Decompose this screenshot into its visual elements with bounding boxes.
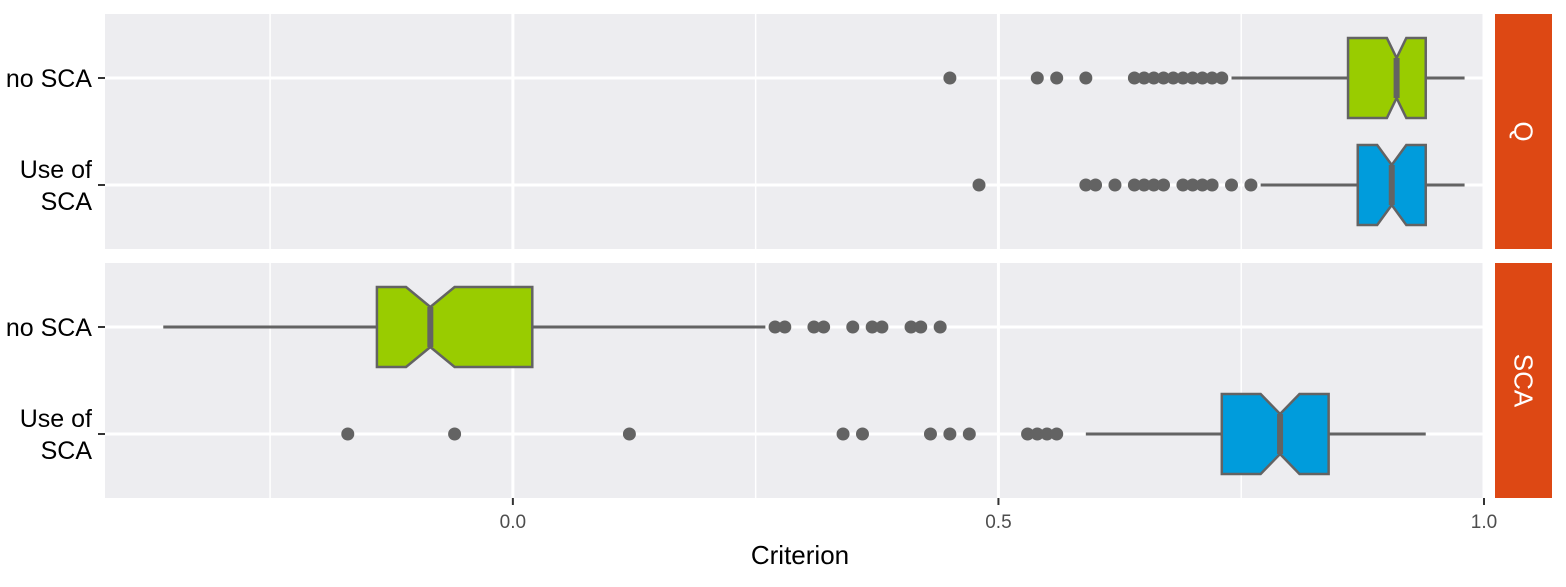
y-tick-label: Use of SCA — [20, 156, 93, 216]
outlier-point — [1127, 178, 1141, 192]
outlier-point — [904, 320, 918, 334]
outlier-point — [846, 320, 860, 334]
outlier-point — [1186, 178, 1200, 192]
outlier-point — [943, 427, 957, 441]
outlier-point — [1108, 178, 1122, 192]
outlier-point — [933, 320, 947, 334]
panel-background — [105, 263, 1484, 498]
outlier-point — [1157, 178, 1171, 192]
outlier-point — [1050, 427, 1064, 441]
outlier-point — [1195, 178, 1209, 192]
box-no-sca: no SCA — [6, 285, 947, 369]
outlier-point — [807, 320, 821, 334]
x-axis: 0.0 0.5 1.0 — [500, 498, 1497, 533]
outlier-point — [972, 178, 986, 192]
outlier-point — [768, 320, 782, 334]
outlier-point — [1205, 71, 1219, 85]
facet-strip-label: SCA — [1509, 354, 1539, 408]
outlier-point — [1176, 178, 1190, 192]
outlier-point — [1079, 71, 1093, 85]
outlier-point — [1030, 71, 1044, 85]
outlier-point — [1225, 178, 1239, 192]
notched-box — [1220, 392, 1330, 476]
outlier-point — [1050, 71, 1064, 85]
outlier-point — [836, 427, 850, 441]
outlier-point — [1147, 71, 1161, 85]
notched-box — [375, 285, 534, 369]
panel-sca: SCA no SCA Use of SCA — [6, 263, 1552, 498]
outlier-point — [914, 320, 928, 334]
facet-strip-label: Q — [1509, 121, 1539, 141]
outlier-point — [1021, 427, 1035, 441]
outlier-point — [817, 320, 831, 334]
x-tick-label: 0.5 — [985, 512, 1011, 533]
y-tick-label: no SCA — [6, 314, 92, 342]
outlier-point — [1137, 178, 1151, 192]
outlier-point — [622, 427, 636, 441]
outlier-point — [943, 71, 957, 85]
outlier-point — [1137, 71, 1151, 85]
outlier-point — [448, 427, 462, 441]
outlier-point — [778, 320, 792, 334]
outlier-point — [855, 427, 869, 441]
outlier-point — [1079, 178, 1093, 192]
outlier-point — [1040, 427, 1054, 441]
panel-background — [105, 14, 1484, 249]
outlier-point — [1166, 71, 1180, 85]
outlier-point — [1215, 71, 1229, 85]
panels-layer: Qno SCA Use of SCA SCA no SCA Use of SCA — [6, 14, 1552, 498]
y-tick-label: no SCA — [6, 65, 92, 93]
box-use-of-sca: Use of SCA — [20, 392, 1426, 476]
outlier-point — [1176, 71, 1190, 85]
outlier-point — [1089, 178, 1103, 192]
outlier-point — [1244, 178, 1258, 192]
outlier-point — [1195, 71, 1209, 85]
outlier-point — [1205, 178, 1219, 192]
facet-strip — [1495, 14, 1552, 249]
x-axis-title: Criterion — [751, 540, 849, 570]
outlier-point — [962, 427, 976, 441]
box-no-sca: no SCA — [6, 36, 1465, 120]
outlier-point — [1157, 71, 1171, 85]
outlier-point — [1147, 178, 1161, 192]
panel-q: Qno SCA Use of SCA — [6, 14, 1552, 249]
outlier-point — [865, 320, 879, 334]
outlier-point — [1186, 71, 1200, 85]
box-use-of-sca: Use of SCA — [20, 143, 1465, 227]
x-tick-label: 0.0 — [500, 512, 526, 533]
outlier-point — [1030, 427, 1044, 441]
outlier-point — [341, 427, 355, 441]
x-tick-label: 1.0 — [1471, 512, 1497, 533]
facet-strip — [1495, 263, 1552, 498]
y-tick-label: Use of SCA — [20, 405, 93, 465]
notched-box — [1346, 36, 1427, 120]
outlier-point — [875, 320, 889, 334]
outlier-point — [923, 427, 937, 441]
outlier-point — [1127, 71, 1141, 85]
